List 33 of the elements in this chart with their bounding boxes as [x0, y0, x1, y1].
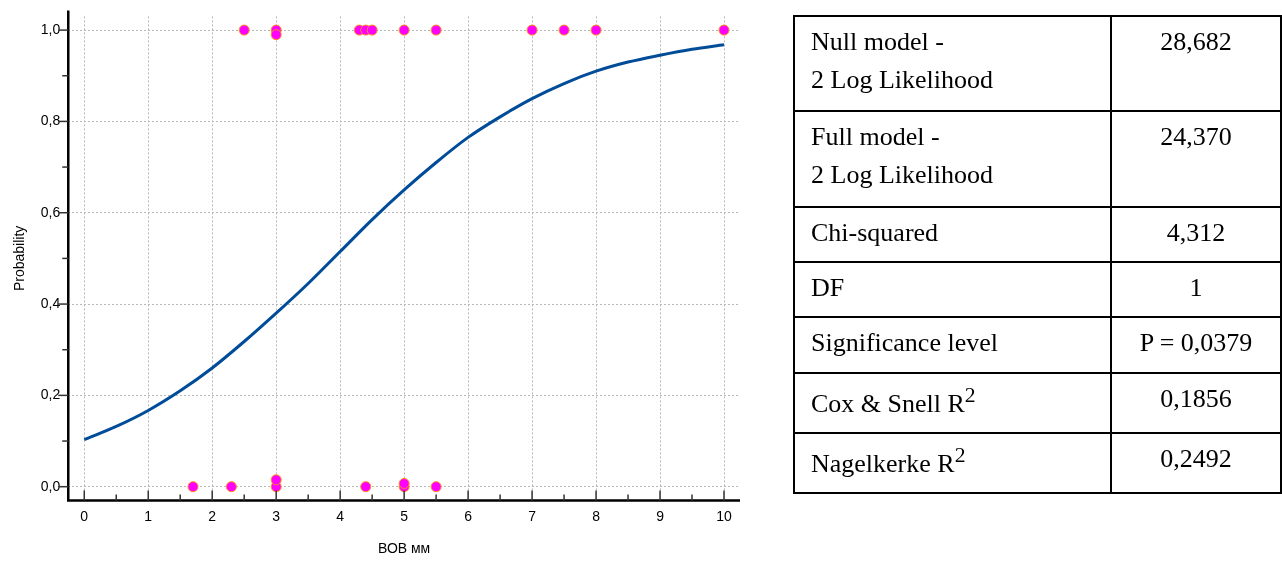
text: Full model - 2 Log Likelihood	[794, 111, 1111, 207]
x-tick-label: 0	[80, 507, 89, 524]
text: Null model - 2 Log Likelihood	[794, 16, 1111, 112]
x-tick-label: 1	[144, 507, 153, 524]
x-tick-label: 5	[400, 507, 409, 524]
x-tick-label: 9	[656, 507, 665, 524]
text: 0,2492	[1111, 432, 1281, 493]
y-tick-label: 1,0	[40, 20, 61, 37]
text: 28,682	[1111, 16, 1281, 112]
text: DF	[794, 262, 1111, 318]
x-tick-label: 6	[464, 507, 473, 524]
x-tick-label: 7	[528, 507, 537, 524]
y-tick-label: 0,6	[40, 203, 61, 220]
y-tick-label: 0,4	[40, 294, 61, 311]
text: 4,312	[1111, 206, 1281, 263]
x-tick-label: 3	[272, 507, 281, 524]
text: 1	[1111, 262, 1281, 318]
text: P = 0,0379	[1111, 317, 1281, 373]
text: Cox & Snell R$^{2}$	[794, 372, 1111, 433]
text: Nagelkerke R$^{2}$	[794, 432, 1111, 493]
text: 24,370	[1111, 111, 1281, 207]
y-tick-label: 0,0	[40, 477, 61, 494]
y-tick-label: 0,8	[40, 112, 61, 129]
text: Chi-squared	[794, 206, 1111, 263]
x-tick-label: 10	[716, 507, 732, 524]
text: Significance level	[794, 317, 1111, 373]
text: 0,1856	[1111, 372, 1281, 433]
y-axis-title: Probability	[11, 225, 28, 292]
x-tick-label: 8	[592, 507, 601, 524]
x-tick-label: 4	[336, 507, 345, 524]
y-tick-label: 0,2	[40, 386, 61, 403]
x-tick-label: 2	[208, 507, 217, 524]
x-axis-title: ВОВ мм	[378, 540, 431, 557]
